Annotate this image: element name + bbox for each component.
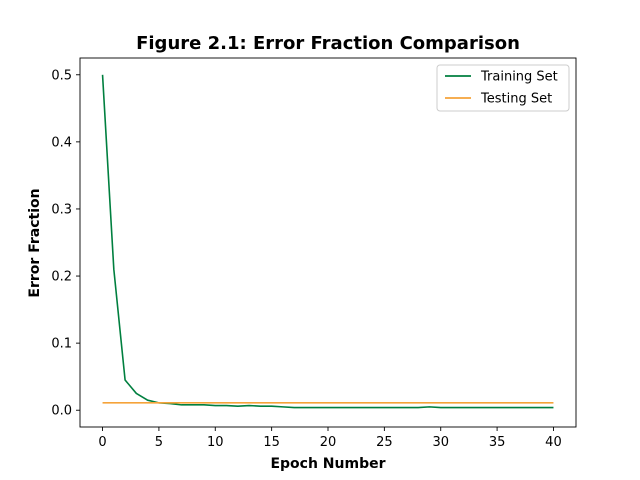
x-axis-title: Epoch Number <box>270 456 385 472</box>
y-tick-label: 0.1 <box>51 337 72 352</box>
y-tick-label: 0.5 <box>51 68 72 83</box>
legend-label-training-set: Training Set <box>480 70 558 85</box>
series-line-training-set <box>101 74 554 409</box>
x-tick-label: 35 <box>489 435 506 450</box>
y-tick-label: 0.2 <box>51 270 72 285</box>
chart-title: Figure 2.1: Error Fraction Comparison <box>136 33 520 54</box>
y-tick-label: 0.4 <box>51 135 72 150</box>
y-tick-label: 0.3 <box>51 202 72 217</box>
legend: Training Set Testing Set <box>436 64 570 112</box>
plot-area: 0 5 10 15 20 25 30 35 40 0.0 0.1 0.2 0.3 0.4 0.5 <box>51 57 577 450</box>
axes-frame <box>79 57 577 428</box>
y-axis-title: Error Fraction <box>27 188 43 297</box>
x-tick-label: 25 <box>376 435 393 450</box>
x-tick-label: 0 <box>98 435 106 450</box>
x-tick-label: 10 <box>207 435 224 450</box>
y-tick-label: 0.0 <box>51 404 72 419</box>
x-tick-label: 20 <box>320 435 337 450</box>
x-tick-label: 40 <box>545 435 562 450</box>
x-tick-label: 15 <box>263 435 280 450</box>
x-tick-label: 5 <box>155 435 163 450</box>
legend-label-testing-set: Testing Set <box>480 92 552 107</box>
x-tick-label: 30 <box>432 435 449 450</box>
